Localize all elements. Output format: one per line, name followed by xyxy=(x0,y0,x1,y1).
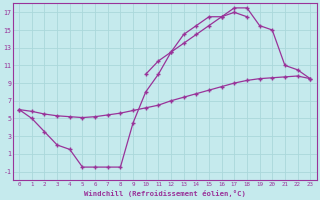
X-axis label: Windchill (Refroidissement éolien,°C): Windchill (Refroidissement éolien,°C) xyxy=(84,190,246,197)
